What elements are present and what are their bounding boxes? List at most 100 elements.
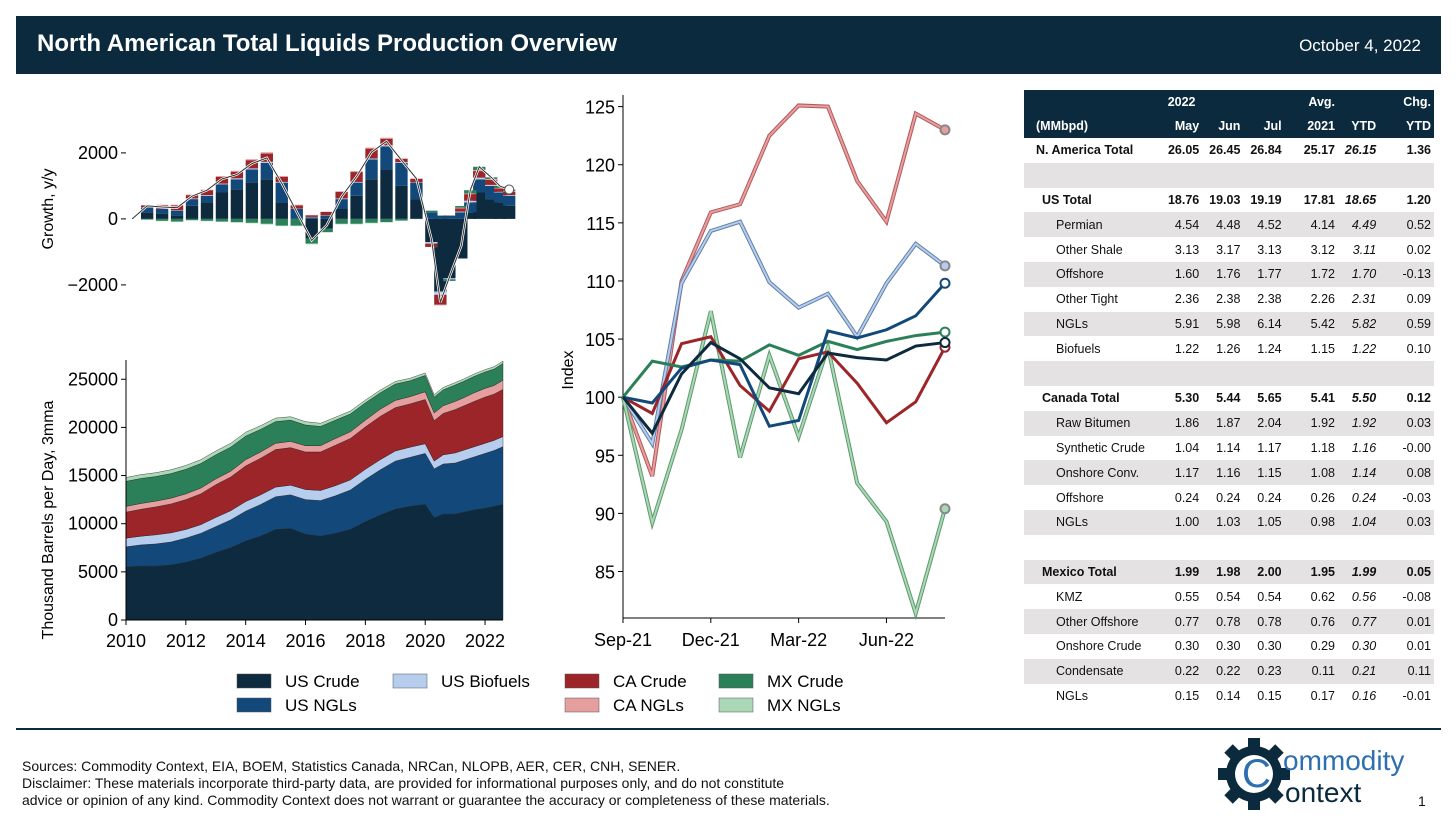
row-label (1024, 535, 1161, 560)
growth-bar-us_ngls (395, 162, 408, 186)
growth-bar-us_ngls (473, 179, 486, 193)
growth-bar-ca_ngls (215, 176, 229, 177)
table-cell: -0.00 (1402, 440, 1432, 455)
growth-bar-ca_ngls (290, 204, 303, 206)
growth-bar-mx_crude (290, 218, 303, 226)
table-cell: -0.03 (1402, 490, 1432, 505)
table-cell: 3.11 (1352, 242, 1377, 257)
growth-bar-ca_ngls (155, 204, 169, 206)
table-cell: 5.30 (1174, 391, 1200, 406)
summary-table: 2022 Avg. Chg. (MMbpd) May Jun Jul 2021 YTD YTD N… (1024, 90, 1434, 708)
row-label: Mexico Total (1042, 564, 1117, 579)
table-cell: 6.14 (1257, 316, 1282, 331)
table-cell: 3.12 (1310, 242, 1335, 257)
growth-bar-mx_crude (185, 218, 199, 221)
growth-ytick-label: 2000 (78, 143, 118, 163)
growth-bar-us_biofuels (260, 161, 273, 163)
growth-bar-ca_crude (275, 176, 288, 182)
row-label: N. America Total (1036, 143, 1134, 158)
growth-bar-mx_ngls (305, 243, 318, 245)
growth-bar-us_ngls (140, 207, 154, 213)
page-header: North American Total Liquids Production … (16, 16, 1441, 74)
table-header-cell (1024, 90, 1161, 114)
table-row (1024, 361, 1434, 386)
row-label: Other Offshore (1056, 614, 1139, 629)
growth-bar-mx_crude (320, 228, 333, 233)
table-cell: 1.24 (1257, 341, 1282, 356)
table-header-cell (1243, 90, 1284, 114)
row-label: Offshore (1056, 267, 1104, 282)
production-ytick-label: 25000 (68, 369, 118, 389)
table-cell: 0.78 (1216, 614, 1241, 629)
table-cell: 1.14 (1216, 440, 1241, 455)
growth-bar-mx_crude (170, 218, 184, 222)
table-cell: 0.17 (1310, 688, 1335, 703)
table-cell: 0.09 (1406, 292, 1431, 307)
table-cell: 5.50 (1351, 391, 1377, 406)
table-cell: 0.24 (1351, 490, 1377, 505)
table-cell: 0.56 (1351, 589, 1377, 604)
table-cell: 1.17 (1257, 440, 1282, 455)
table-header-cell: 2022 (1167, 95, 1196, 109)
table-cell: 2.38 (1216, 292, 1241, 307)
row-label: KMZ (1056, 589, 1083, 604)
disclaimer-text: Disclaimer: These materials incorporate … (22, 775, 785, 791)
table-cell: 1.92 (1310, 416, 1335, 431)
index-ytick-label: 125 (585, 98, 615, 118)
production-ylabel: Thousand Barrels per Day, 3mma (40, 400, 57, 639)
table-cell: 2.04 (1257, 416, 1282, 431)
index-ytick-label: 100 (585, 388, 615, 408)
growth-bar-us_crude (275, 202, 288, 219)
footer-divider (16, 728, 1441, 730)
growth-bar-us_crude (380, 169, 393, 219)
line-outline-us_biofuels (621, 219, 947, 450)
table-row: Onshore Conv. 1.17 1.16 1.15 1.08 1.14 0.08 (1024, 460, 1434, 486)
table-cell: 0.59 (1406, 316, 1431, 331)
table-cell: 0.02 (1406, 242, 1431, 257)
growth-bar-ca_ngls (455, 207, 468, 209)
table-cell: 1.70 (1351, 267, 1377, 282)
growth-bar-ca_crude (455, 208, 468, 212)
legend-swatch-ca_ngls (564, 697, 600, 713)
growth-bar-mx_ngls (275, 225, 288, 227)
row-label: Permian (1056, 217, 1103, 232)
report-date: October 4, 2022 (1299, 36, 1421, 55)
growth-bar-ca_crude (494, 188, 507, 192)
table-cell: 0.11 (1311, 664, 1335, 679)
growth-bar-us_biofuels (455, 211, 468, 213)
table-header-cell: YTD (1406, 119, 1431, 133)
table-header: 2022 Avg. Chg. (MMbpd) May Jun Jul 2021 YTD YTD (1024, 90, 1434, 138)
growth-bar-us_ngls (230, 179, 244, 190)
table-cell: 1.99 (1351, 564, 1377, 579)
table-row: US Total 18.76 19.03 19.19 17.81 18.65 1.20 (1024, 188, 1434, 213)
growth-bar-us_crude (395, 185, 408, 219)
table-row: Condensate 0.22 0.22 0.23 0.11 0.21 0.11 (1024, 658, 1434, 684)
growth-bar-us_biofuels (215, 183, 229, 185)
growth-bar-us_crude (200, 202, 214, 219)
table-cell: 5.41 (1310, 391, 1335, 406)
table-cell: 18.76 (1167, 192, 1200, 207)
table-cell (1161, 535, 1202, 560)
sources-text: Sources: Commodity Context, EIA, BOEM, S… (22, 758, 681, 774)
table-cell: 4.52 (1257, 217, 1282, 232)
growth-bar-mx_crude (425, 210, 438, 213)
table-cell: 0.30 (1216, 639, 1241, 654)
growth-bar-us_crude (350, 195, 363, 219)
table-cell: 1.60 (1174, 267, 1200, 282)
growth-bar-us_biofuels (230, 178, 244, 180)
table-cell: 5.82 (1351, 316, 1377, 331)
table-cell: 1.72 (1310, 267, 1335, 282)
growth-bar-ca_ngls (230, 170, 244, 172)
table-cell: 1.95 (1310, 564, 1335, 579)
index-ytick-label: 85 (595, 563, 615, 583)
table-row: Synthetic Crude 1.04 1.14 1.17 1.18 1.16 -0.00 (1024, 436, 1434, 461)
growth-total-line (131, 140, 510, 303)
table-cell: 1.86 (1174, 416, 1200, 431)
table-cell: 2.36 (1174, 292, 1200, 307)
growth-bar-ca_ngls (380, 137, 393, 139)
growth-bar-us_biofuels (485, 184, 498, 186)
table-row: Mexico Total 1.99 1.98 2.00 1.95 1.99 0.05 (1024, 559, 1434, 585)
table-header-cell: Avg. (1308, 95, 1335, 109)
growth-bar-us_biofuels (464, 200, 477, 203)
production-xtick-label: 2012 (166, 631, 206, 651)
